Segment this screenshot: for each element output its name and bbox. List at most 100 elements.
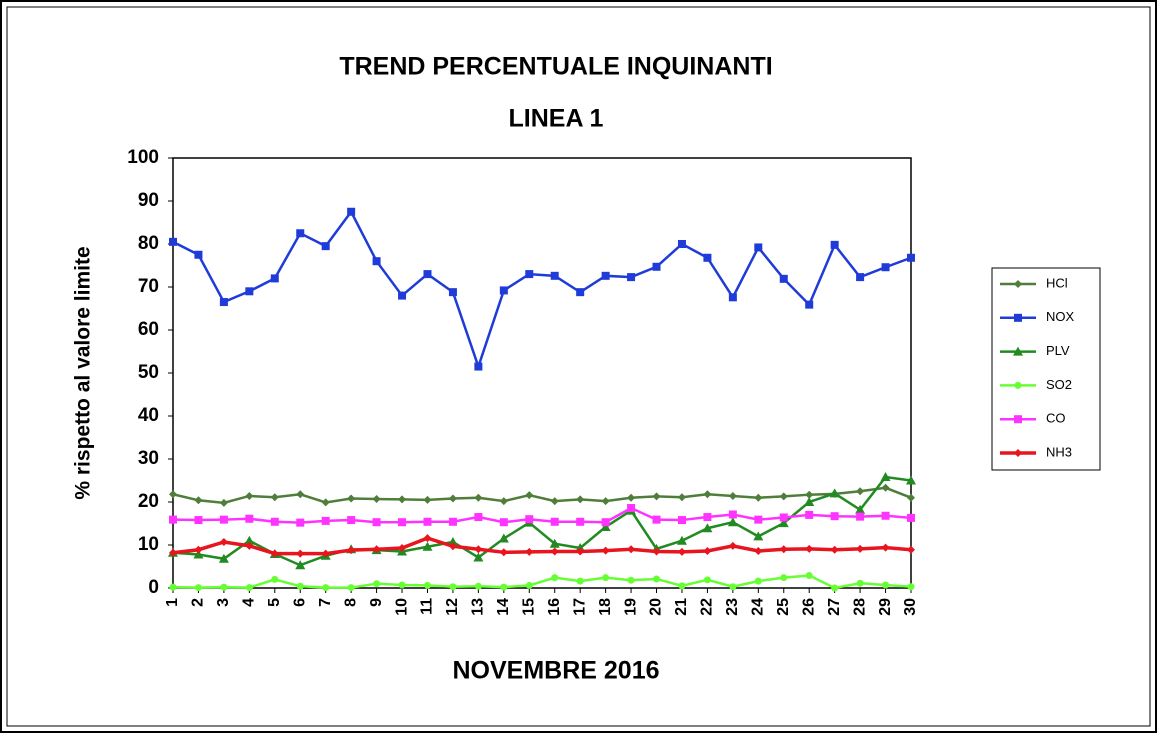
point bbox=[169, 515, 177, 524]
point bbox=[169, 583, 177, 591]
point bbox=[373, 580, 381, 588]
point bbox=[780, 574, 788, 582]
point bbox=[550, 271, 559, 280]
point bbox=[270, 274, 279, 283]
point bbox=[270, 549, 279, 558]
y-tick-label: 20 bbox=[138, 491, 159, 512]
point bbox=[500, 583, 508, 591]
series-line bbox=[172, 209, 912, 371]
point bbox=[220, 583, 228, 591]
y-tick-label: 100 bbox=[127, 147, 159, 168]
point bbox=[551, 574, 559, 582]
point bbox=[830, 545, 839, 554]
point bbox=[728, 510, 737, 519]
point bbox=[245, 514, 254, 523]
point bbox=[804, 497, 815, 506]
point bbox=[677, 240, 686, 248]
y-tick-label: 30 bbox=[138, 448, 159, 469]
point bbox=[321, 242, 330, 251]
point bbox=[194, 545, 203, 554]
point bbox=[474, 513, 483, 522]
point bbox=[398, 518, 407, 527]
point bbox=[627, 273, 636, 282]
point bbox=[907, 583, 915, 591]
point bbox=[550, 547, 559, 556]
point bbox=[218, 553, 229, 563]
point bbox=[372, 494, 381, 503]
x-tick-label: 20 bbox=[648, 598, 665, 616]
point bbox=[754, 493, 763, 502]
point bbox=[347, 546, 356, 555]
point bbox=[703, 513, 712, 522]
y-tick-label: 10 bbox=[138, 534, 159, 555]
point bbox=[703, 253, 712, 262]
x-tick-label: 1 bbox=[164, 598, 181, 607]
x-tick-label: 5 bbox=[266, 598, 283, 607]
point bbox=[728, 541, 737, 550]
point bbox=[271, 575, 279, 583]
point bbox=[754, 547, 763, 556]
x-tick-label: 2 bbox=[190, 598, 207, 607]
point bbox=[627, 504, 636, 513]
point bbox=[805, 490, 814, 499]
x-tick-label: 17 bbox=[571, 598, 588, 616]
plot-frame bbox=[172, 157, 912, 589]
point bbox=[677, 493, 686, 502]
point bbox=[525, 547, 534, 556]
y-tick-label: 80 bbox=[138, 233, 159, 254]
x-tick-label: 25 bbox=[775, 598, 792, 616]
y-axis-label: % rispetto al valore limite bbox=[72, 246, 95, 499]
point bbox=[473, 552, 484, 562]
series-line bbox=[172, 486, 912, 505]
chart-subtitle: LINEA 1 bbox=[509, 105, 604, 133]
point bbox=[576, 495, 585, 504]
x-tick-label: 21 bbox=[673, 598, 690, 616]
point bbox=[907, 545, 915, 554]
point bbox=[321, 549, 330, 558]
point bbox=[600, 521, 611, 531]
point bbox=[602, 574, 610, 582]
point bbox=[219, 515, 228, 524]
point bbox=[576, 547, 585, 556]
point bbox=[296, 549, 305, 558]
point bbox=[499, 548, 508, 557]
y-tick-label: 50 bbox=[138, 362, 159, 383]
point bbox=[398, 291, 407, 300]
point bbox=[652, 262, 661, 271]
x-tick-label: 4 bbox=[241, 598, 258, 607]
point bbox=[296, 582, 304, 590]
point bbox=[653, 575, 661, 583]
point bbox=[906, 475, 916, 485]
point bbox=[296, 518, 305, 527]
point bbox=[499, 497, 508, 506]
point bbox=[398, 544, 407, 553]
point bbox=[754, 577, 762, 585]
y-tick-label: 90 bbox=[138, 190, 159, 211]
x-tick-label: 12 bbox=[444, 598, 461, 616]
point bbox=[805, 544, 814, 553]
point bbox=[727, 517, 738, 527]
point bbox=[779, 492, 788, 501]
point bbox=[856, 579, 864, 587]
point bbox=[627, 493, 636, 502]
point bbox=[677, 516, 686, 525]
chart-title: TREND PERCENTUALE INQUINANTI bbox=[339, 53, 772, 81]
legend-marker bbox=[1014, 415, 1022, 424]
legend-marker bbox=[1014, 449, 1022, 457]
point bbox=[728, 491, 737, 500]
point bbox=[296, 229, 305, 238]
point bbox=[448, 517, 457, 526]
point bbox=[907, 253, 915, 262]
x-tick-label: 10 bbox=[393, 598, 410, 616]
point bbox=[347, 584, 355, 592]
point bbox=[754, 243, 763, 252]
x-tick-label: 7 bbox=[317, 598, 334, 607]
point bbox=[219, 537, 228, 546]
point bbox=[702, 523, 713, 533]
y-tick-label: 40 bbox=[138, 405, 159, 426]
legend-label: HCl bbox=[1046, 275, 1068, 290]
x-tick-label: 6 bbox=[291, 598, 308, 607]
point bbox=[907, 493, 915, 502]
point bbox=[676, 535, 687, 545]
